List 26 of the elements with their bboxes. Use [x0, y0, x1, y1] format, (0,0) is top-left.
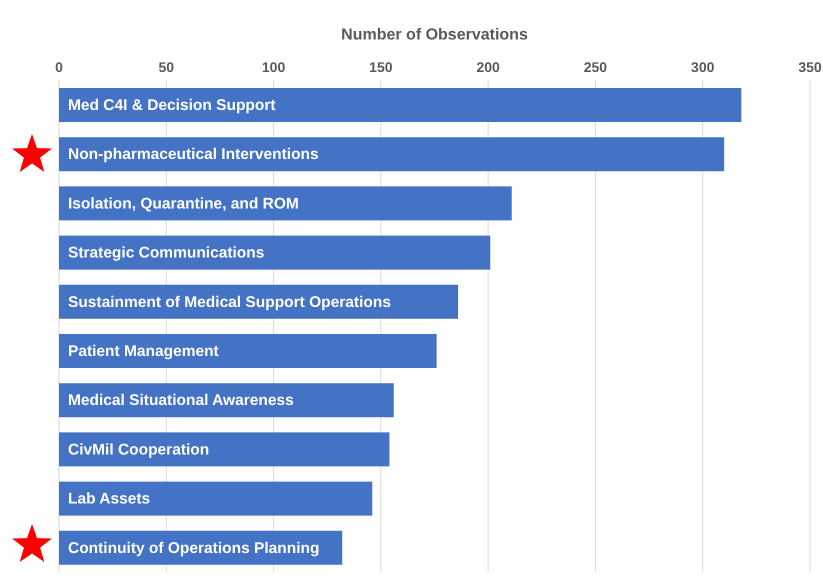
x-tick-label: 100	[262, 59, 286, 75]
bar	[59, 137, 724, 172]
y-tick-label: Medical Situational Awareness	[68, 392, 294, 410]
bar	[59, 88, 742, 122]
x-axis-title: Number of Observations	[341, 26, 528, 44]
y-tick-label: Strategic Communications	[68, 244, 264, 262]
bar	[59, 334, 437, 368]
y-tick-label: Lab Assets	[68, 490, 150, 508]
y-tick-label: CivMil Cooperation	[68, 441, 210, 458]
y-tick-label: Sustainment of Medical Support Operations	[68, 294, 391, 311]
x-tick-label: 0	[55, 59, 64, 75]
y-tick-label: Non-pharmaceutical Interventions	[68, 146, 319, 164]
x-tick-label: 300	[691, 59, 715, 75]
bar	[59, 482, 372, 516]
bar	[59, 236, 490, 270]
x-tick-label: 350	[798, 59, 822, 75]
x-tick-label: 250	[584, 59, 608, 75]
y-tick-label: Patient Management	[68, 343, 219, 360]
x-tick-label: 200	[476, 59, 500, 75]
y-tick-label: Continuity of Operations Planning	[68, 540, 320, 557]
y-tick-label: Isolation, Quarantine, and ROM	[68, 195, 299, 212]
x-tick-label: 150	[369, 59, 393, 75]
x-tick-label: 50	[158, 59, 174, 75]
y-tick-label: Med C4I & Decision Support	[68, 97, 276, 114]
bar	[59, 432, 390, 466]
bar	[59, 186, 512, 220]
